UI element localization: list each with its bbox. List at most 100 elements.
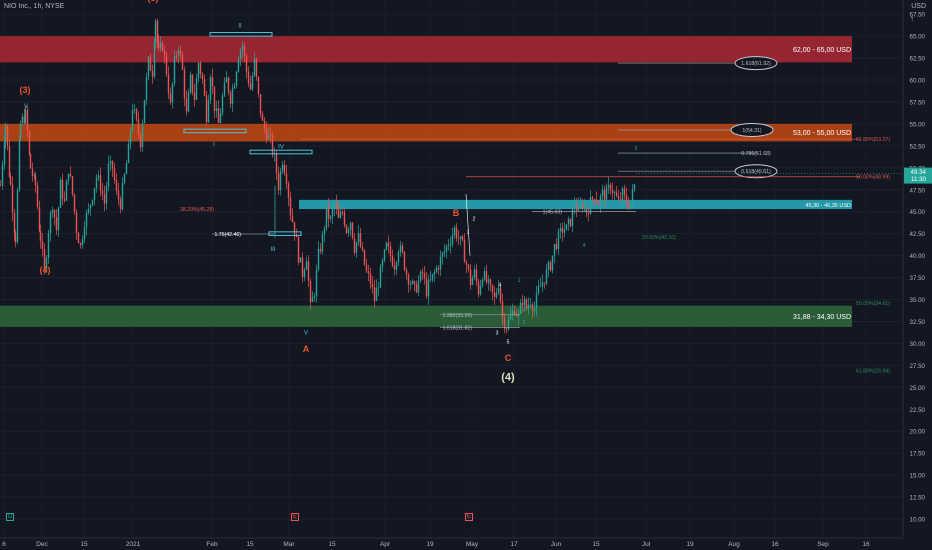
x-tick-label: May — [466, 541, 479, 548]
wave-label: 3 — [585, 208, 588, 214]
candle-body — [357, 233, 360, 243]
candle-body — [523, 299, 526, 306]
candle-body — [473, 269, 476, 278]
candle-body — [14, 232, 17, 243]
candle-body — [313, 295, 316, 298]
candle-body — [125, 163, 128, 175]
candle-body — [417, 280, 420, 293]
x-tick-label: 19 — [686, 541, 694, 548]
wave-label: IV — [278, 144, 284, 150]
candle-body — [551, 255, 554, 271]
candle-body — [329, 216, 332, 219]
fib-level-label: 1.618(61.92) — [741, 61, 771, 67]
candle-body — [519, 302, 522, 314]
candle-body — [365, 264, 368, 272]
candle-body — [453, 227, 456, 236]
candle-body — [309, 281, 312, 302]
y-tick-label: 32.50 — [910, 319, 926, 326]
y-tick-label: 12.50 — [910, 495, 926, 502]
candle-body — [361, 246, 364, 250]
fib-level-label: 23.60%(42.10) — [642, 235, 676, 241]
chart-title: NIO Inc., 1h, NYSE — [4, 3, 65, 10]
y-tick-label: 35.00 — [910, 297, 926, 304]
fib-level-label: 1(54.31) — [742, 128, 762, 134]
candle-body — [287, 183, 290, 198]
candle-body — [611, 190, 614, 194]
candle-body — [177, 50, 180, 56]
candle-body — [41, 241, 44, 250]
x-tick-label: Aug — [728, 541, 740, 548]
candle-body — [249, 83, 252, 90]
candle-body — [16, 189, 19, 243]
candle-body — [165, 54, 168, 75]
candle-body — [235, 71, 238, 86]
candle-body — [477, 281, 480, 295]
earnings-icon-1[interactable]: E — [291, 513, 300, 521]
candle-body — [471, 277, 474, 285]
candle-body — [189, 74, 192, 93]
candle-body — [511, 310, 514, 316]
candle-body — [337, 208, 340, 218]
candle-body — [63, 198, 66, 201]
candle-body — [513, 310, 516, 315]
candle-body — [367, 271, 370, 274]
candle-body — [521, 302, 524, 306]
candle-body — [185, 98, 188, 112]
candle-body — [385, 242, 388, 250]
candle-body — [505, 328, 508, 330]
candle-body — [325, 205, 328, 229]
candle-body — [213, 86, 216, 112]
candle-body — [631, 189, 634, 204]
y-tick-label: 67.50 — [910, 12, 926, 19]
wave-line — [465, 194, 471, 256]
candle-body — [469, 269, 472, 285]
candle-body — [147, 56, 150, 77]
x-tick-label: Jun — [551, 541, 562, 548]
support-resistance-zone — [0, 36, 852, 63]
dividends-icon[interactable]: D — [6, 513, 15, 521]
x-tick-label: Jul — [642, 541, 651, 548]
candle-body — [215, 108, 218, 112]
candle-body — [351, 222, 354, 239]
candle-body — [619, 199, 622, 201]
x-tick-label: 15 — [328, 541, 336, 548]
candle-body — [335, 202, 338, 209]
candle-body — [607, 184, 610, 188]
candle-body — [515, 314, 518, 317]
candle-body — [627, 204, 630, 209]
candle-body — [103, 194, 106, 204]
candle-body — [263, 120, 266, 129]
candle-body — [277, 173, 280, 190]
y-tick-label: 20.00 — [910, 429, 926, 436]
wave-box — [209, 32, 273, 37]
earnings-icon-2[interactable]: E — [465, 513, 474, 521]
wave-label: 2 — [473, 216, 476, 222]
wave-label: B — [453, 208, 460, 218]
candle-body — [525, 299, 528, 309]
candle-body — [283, 164, 286, 174]
candle-body — [141, 123, 144, 148]
candle-body — [587, 213, 590, 215]
candle-body — [21, 116, 24, 124]
candle-body — [387, 242, 390, 247]
candle-body — [203, 79, 206, 96]
zone-label: 53,00 - 55,00 USD — [793, 130, 851, 137]
x-tick-label: Dec — [36, 541, 48, 548]
candle-body — [397, 252, 400, 263]
candle-body — [369, 273, 372, 284]
candle-body — [353, 238, 356, 253]
candle-body — [107, 163, 110, 187]
wave-label: A — [303, 344, 310, 354]
candle-body — [241, 45, 244, 51]
candle-body — [145, 76, 148, 100]
candle-body — [281, 164, 284, 171]
candle-body — [143, 99, 146, 124]
candle-body — [583, 206, 586, 208]
scroll-up-icon[interactable]: ↑ — [910, 14, 914, 23]
candle-body — [435, 267, 438, 273]
candle-body — [507, 319, 510, 330]
candle-body — [49, 212, 52, 234]
candle-body — [371, 283, 374, 288]
candle-body — [479, 285, 482, 295]
